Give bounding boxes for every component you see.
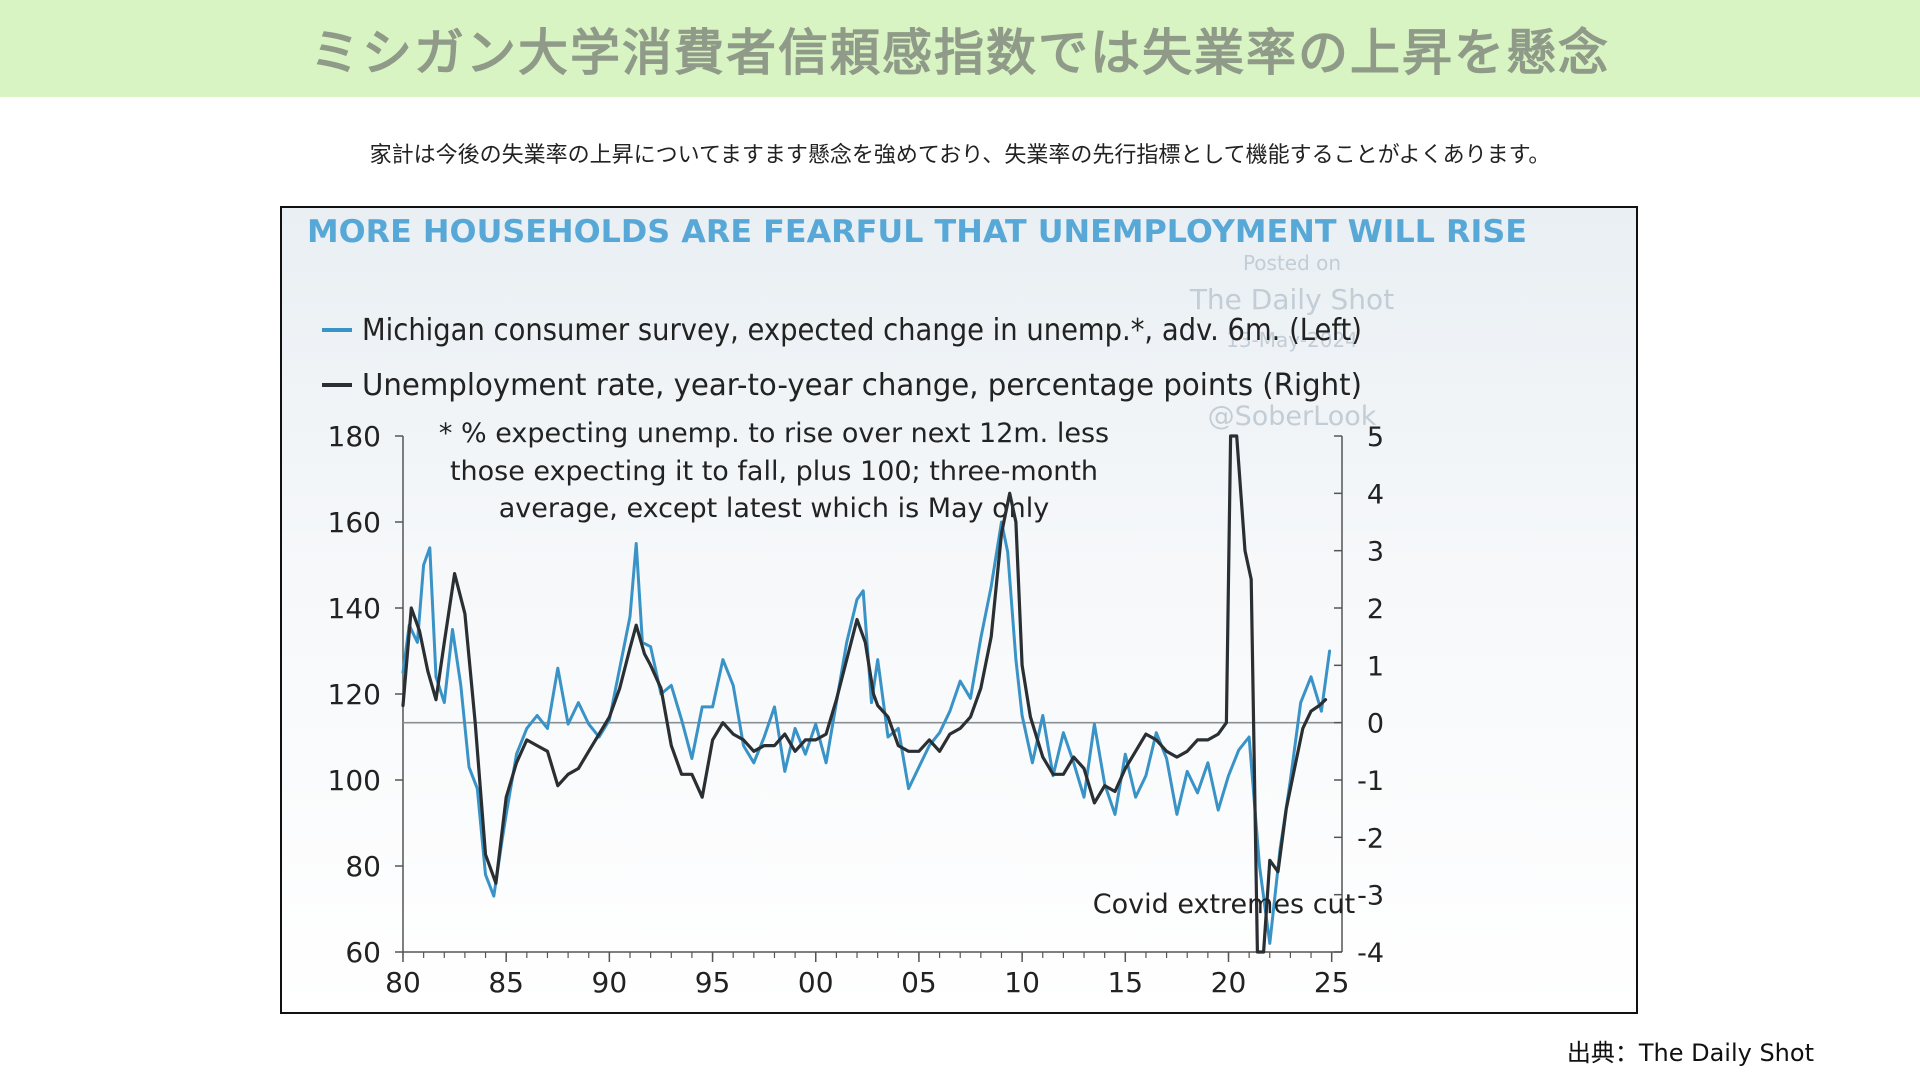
y-left-tick-label: 140	[328, 592, 381, 625]
footnote: * % expecting unemp. to rise over next 1…	[439, 418, 1109, 524]
chart-title: MORE HOUSEHOLDS ARE FEARFUL THAT UNEMPLO…	[307, 214, 1527, 250]
source-credit: 出典：The Daily Shot	[1566, 1039, 1814, 1067]
title-banner: ミシガン大学消費者信頼感指数では失業率の上昇を懸念	[0, 0, 1920, 97]
x-tick-label: 80	[385, 966, 421, 999]
y-left-tick-label: 180	[328, 420, 381, 453]
footnote-line: those expecting it to fall, plus 100; th…	[450, 456, 1098, 487]
footnote-line: average, except latest which is May only	[499, 493, 1050, 524]
chart-frame: MORE HOUSEHOLDS ARE FEARFUL THAT UNEMPLO…	[280, 206, 1638, 1014]
y-right-tick-label: 0	[1367, 709, 1384, 740]
y-left-tick-label: 120	[328, 678, 381, 711]
y-right-tick-label: -4	[1357, 938, 1384, 969]
legend-label-michigan: Michigan consumer survey, expected chang…	[362, 313, 1362, 348]
y-right-tick-label: 5	[1367, 422, 1384, 453]
y-right-tick-label: 3	[1367, 537, 1384, 568]
chart-annotation: Covid extremes cut	[1093, 889, 1356, 920]
legend-label-unemployment: Unemployment rate, year-to-year change, …	[362, 368, 1362, 403]
y-right-tick-label: 4	[1367, 479, 1384, 510]
series-line-michigan	[401, 520, 1332, 945]
y-left-tick-label: 100	[328, 764, 381, 797]
watermark-line: @SoberLook	[1208, 401, 1377, 432]
x-tick-label: 05	[901, 966, 937, 999]
series-line-unemployment	[401, 434, 1328, 954]
watermark-line: Posted on	[1243, 251, 1341, 275]
x-tick-label: 10	[1004, 966, 1040, 999]
x-tick-label: 20	[1211, 966, 1247, 999]
x-tick-label: 90	[592, 966, 628, 999]
footnote-line: * % expecting unemp. to rise over next 1…	[439, 418, 1109, 449]
x-tick-label: 00	[798, 966, 834, 999]
y-right-tick-label: -2	[1357, 823, 1384, 854]
watermark: Posted on The Daily Shot 13-May-2024 @So…	[1189, 251, 1394, 432]
x-tick-label: 85	[488, 966, 524, 999]
y-right-tick-label: 1	[1367, 651, 1384, 682]
y-right-tick-label: -1	[1357, 766, 1384, 797]
y-left-tick-label: 60	[345, 936, 381, 969]
watermark-line: The Daily Shot	[1189, 283, 1394, 316]
x-tick-label: 95	[695, 966, 731, 999]
x-tick-label: 25	[1314, 966, 1350, 999]
y-left-tick-label: 160	[328, 506, 381, 539]
y-left-tick-label: 80	[345, 850, 381, 883]
watermark-line: 13-May-2024	[1226, 328, 1358, 352]
page-subtitle: 家計は今後の失業率の上昇についてますます懸念を強めており、失業率の先行指標として…	[369, 143, 1551, 168]
x-tick-label: 15	[1107, 966, 1143, 999]
page-title: ミシガン大学消費者信頼感指数では失業率の上昇を懸念	[310, 23, 1610, 82]
legend: Michigan consumer survey, expected chang…	[322, 313, 1362, 403]
y-right-tick-label: -3	[1357, 881, 1384, 912]
y-right-tick-label: 2	[1367, 594, 1384, 625]
chart-svg: MORE HOUSEHOLDS ARE FEARFUL THAT UNEMPLO…	[307, 214, 1527, 999]
